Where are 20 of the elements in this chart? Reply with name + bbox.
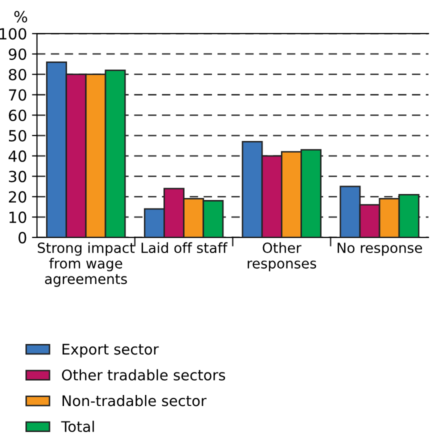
- y-axis-title: %: [14, 10, 28, 22]
- legend-label: Export sector: [62, 344, 159, 358]
- y-tick-label: 100: [0, 28, 26, 40]
- y-tick-label: 80: [8, 68, 26, 80]
- y-tick-label: 0: [18, 232, 26, 244]
- y-tick-label: 70: [9, 89, 26, 101]
- legend-label: Other tradable sectors: [62, 369, 226, 380]
- legend-label: Total: [61, 420, 94, 432]
- x-tick-label: Laid off staff: [142, 242, 228, 254]
- y-tick-label: 30: [8, 170, 26, 182]
- x-tick-label: Strong impact from wage agreements: [38, 242, 135, 287]
- x-tick-label: Other responses: [248, 242, 316, 272]
- y-tick-label: 60: [8, 110, 26, 122]
- legend-label: Non-tradable sector: [62, 394, 206, 406]
- y-tick-label: 50: [8, 130, 26, 142]
- y-tick-label: 90: [8, 48, 26, 60]
- y-tick-label: 40: [8, 150, 26, 162]
- y-tick-label: 10: [9, 212, 26, 224]
- x-tick-label: No response: [338, 242, 422, 256]
- y-tick-label: 20: [8, 191, 26, 203]
